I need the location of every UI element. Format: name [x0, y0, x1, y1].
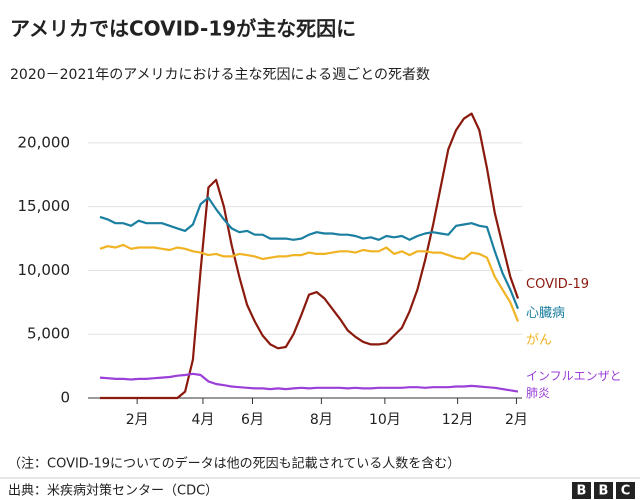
x-tick-label: 10月 [369, 412, 401, 428]
chart-subtitle: 2020－2021年のアメリカにおける主な死因による週ごとの死者数 [10, 67, 430, 83]
series-line [99, 196, 520, 310]
legend-label: インフルエンザと肺炎 [526, 369, 622, 400]
note: （注：COVID-19についてのデータは他の死因も記載されている人数を含む） [8, 456, 460, 472]
logo-box [616, 482, 635, 499]
y-tick-label: 15,000 [18, 197, 71, 215]
logo-letter: B [577, 484, 587, 499]
x-tick-label: 2月 [126, 412, 149, 428]
series-line [99, 243, 520, 322]
series-line [99, 372, 519, 393]
legend-label: COVID-19 [526, 277, 590, 292]
y-tick-label: 20,000 [18, 133, 71, 151]
y-tick-label: 0 [60, 389, 70, 407]
logo-box [572, 482, 591, 499]
logo-letter: B [599, 484, 609, 499]
y-tick-label: 5,000 [27, 325, 70, 343]
y-tick-label: 10,000 [18, 261, 71, 279]
x-tick-label: 12月 [442, 412, 474, 428]
x-tick-label: 8月 [310, 412, 333, 428]
x-tick-label: 6月 [241, 412, 264, 428]
source: 出典：米疾病対策センター（CDC） [8, 483, 218, 499]
x-tick-label: 2月 [505, 412, 528, 428]
logo-letter: C [621, 484, 631, 499]
legend-label: 心臓病 [526, 306, 566, 321]
legend-label: がん [526, 333, 553, 348]
x-tick-label: 4月 [191, 412, 214, 428]
chart-title: アメリカではCOVID-19が主な死因に [10, 17, 356, 41]
series-line [100, 112, 520, 400]
logo-box [594, 482, 613, 499]
